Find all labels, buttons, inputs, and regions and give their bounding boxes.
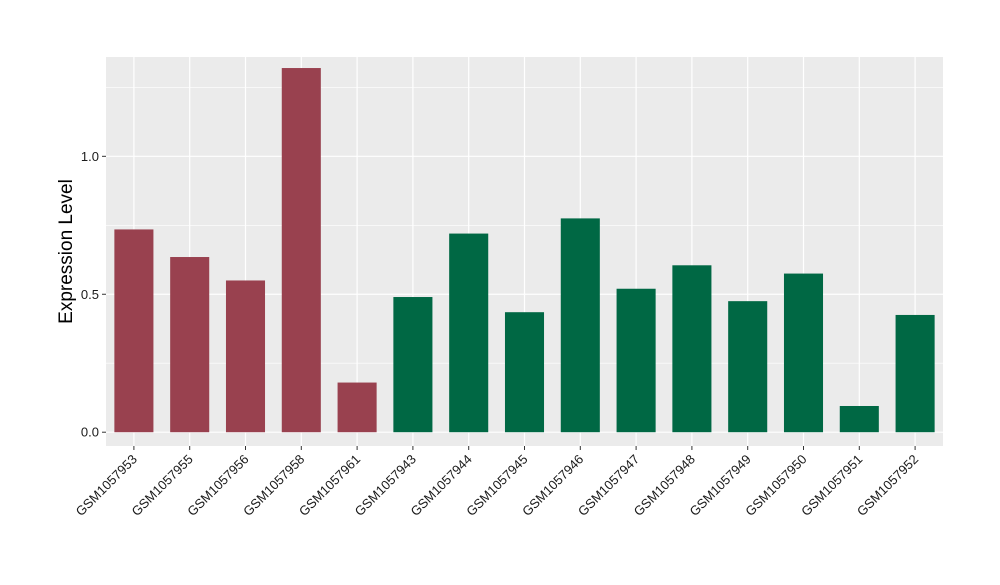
bar-GSM1057949 [728,301,768,433]
bar-GSM1057956 [225,280,266,433]
bar-GSM1057947 [616,288,656,433]
bar-GSM1057955 [170,257,210,433]
bar-GSM1057943 [393,297,433,433]
y-axis: 0.0 0.5 1.0 [81,149,106,440]
bar-GSM1057950 [783,273,824,433]
bar-GSM1057948 [672,265,712,433]
y-tick-label: 1.0 [81,149,99,164]
bar-GSM1057958 [281,68,321,433]
bar-GSM1057946 [560,218,600,433]
bars [114,68,935,433]
bar-GSM1057944 [449,233,489,433]
bar-GSM1057945 [504,312,545,433]
y-axis-title: Expression Level [56,179,77,324]
bar-GSM1057961 [337,382,377,433]
bar-GSM1057952 [895,314,935,433]
y-tick-label: 0.0 [81,425,99,440]
bar-GSM1057953 [114,229,154,433]
bar-GSM1057951 [839,405,879,433]
x-axis: GSM1057953GSM1057955GSM1057956GSM1057958… [73,446,921,519]
y-tick-label: 0.5 [81,287,99,302]
